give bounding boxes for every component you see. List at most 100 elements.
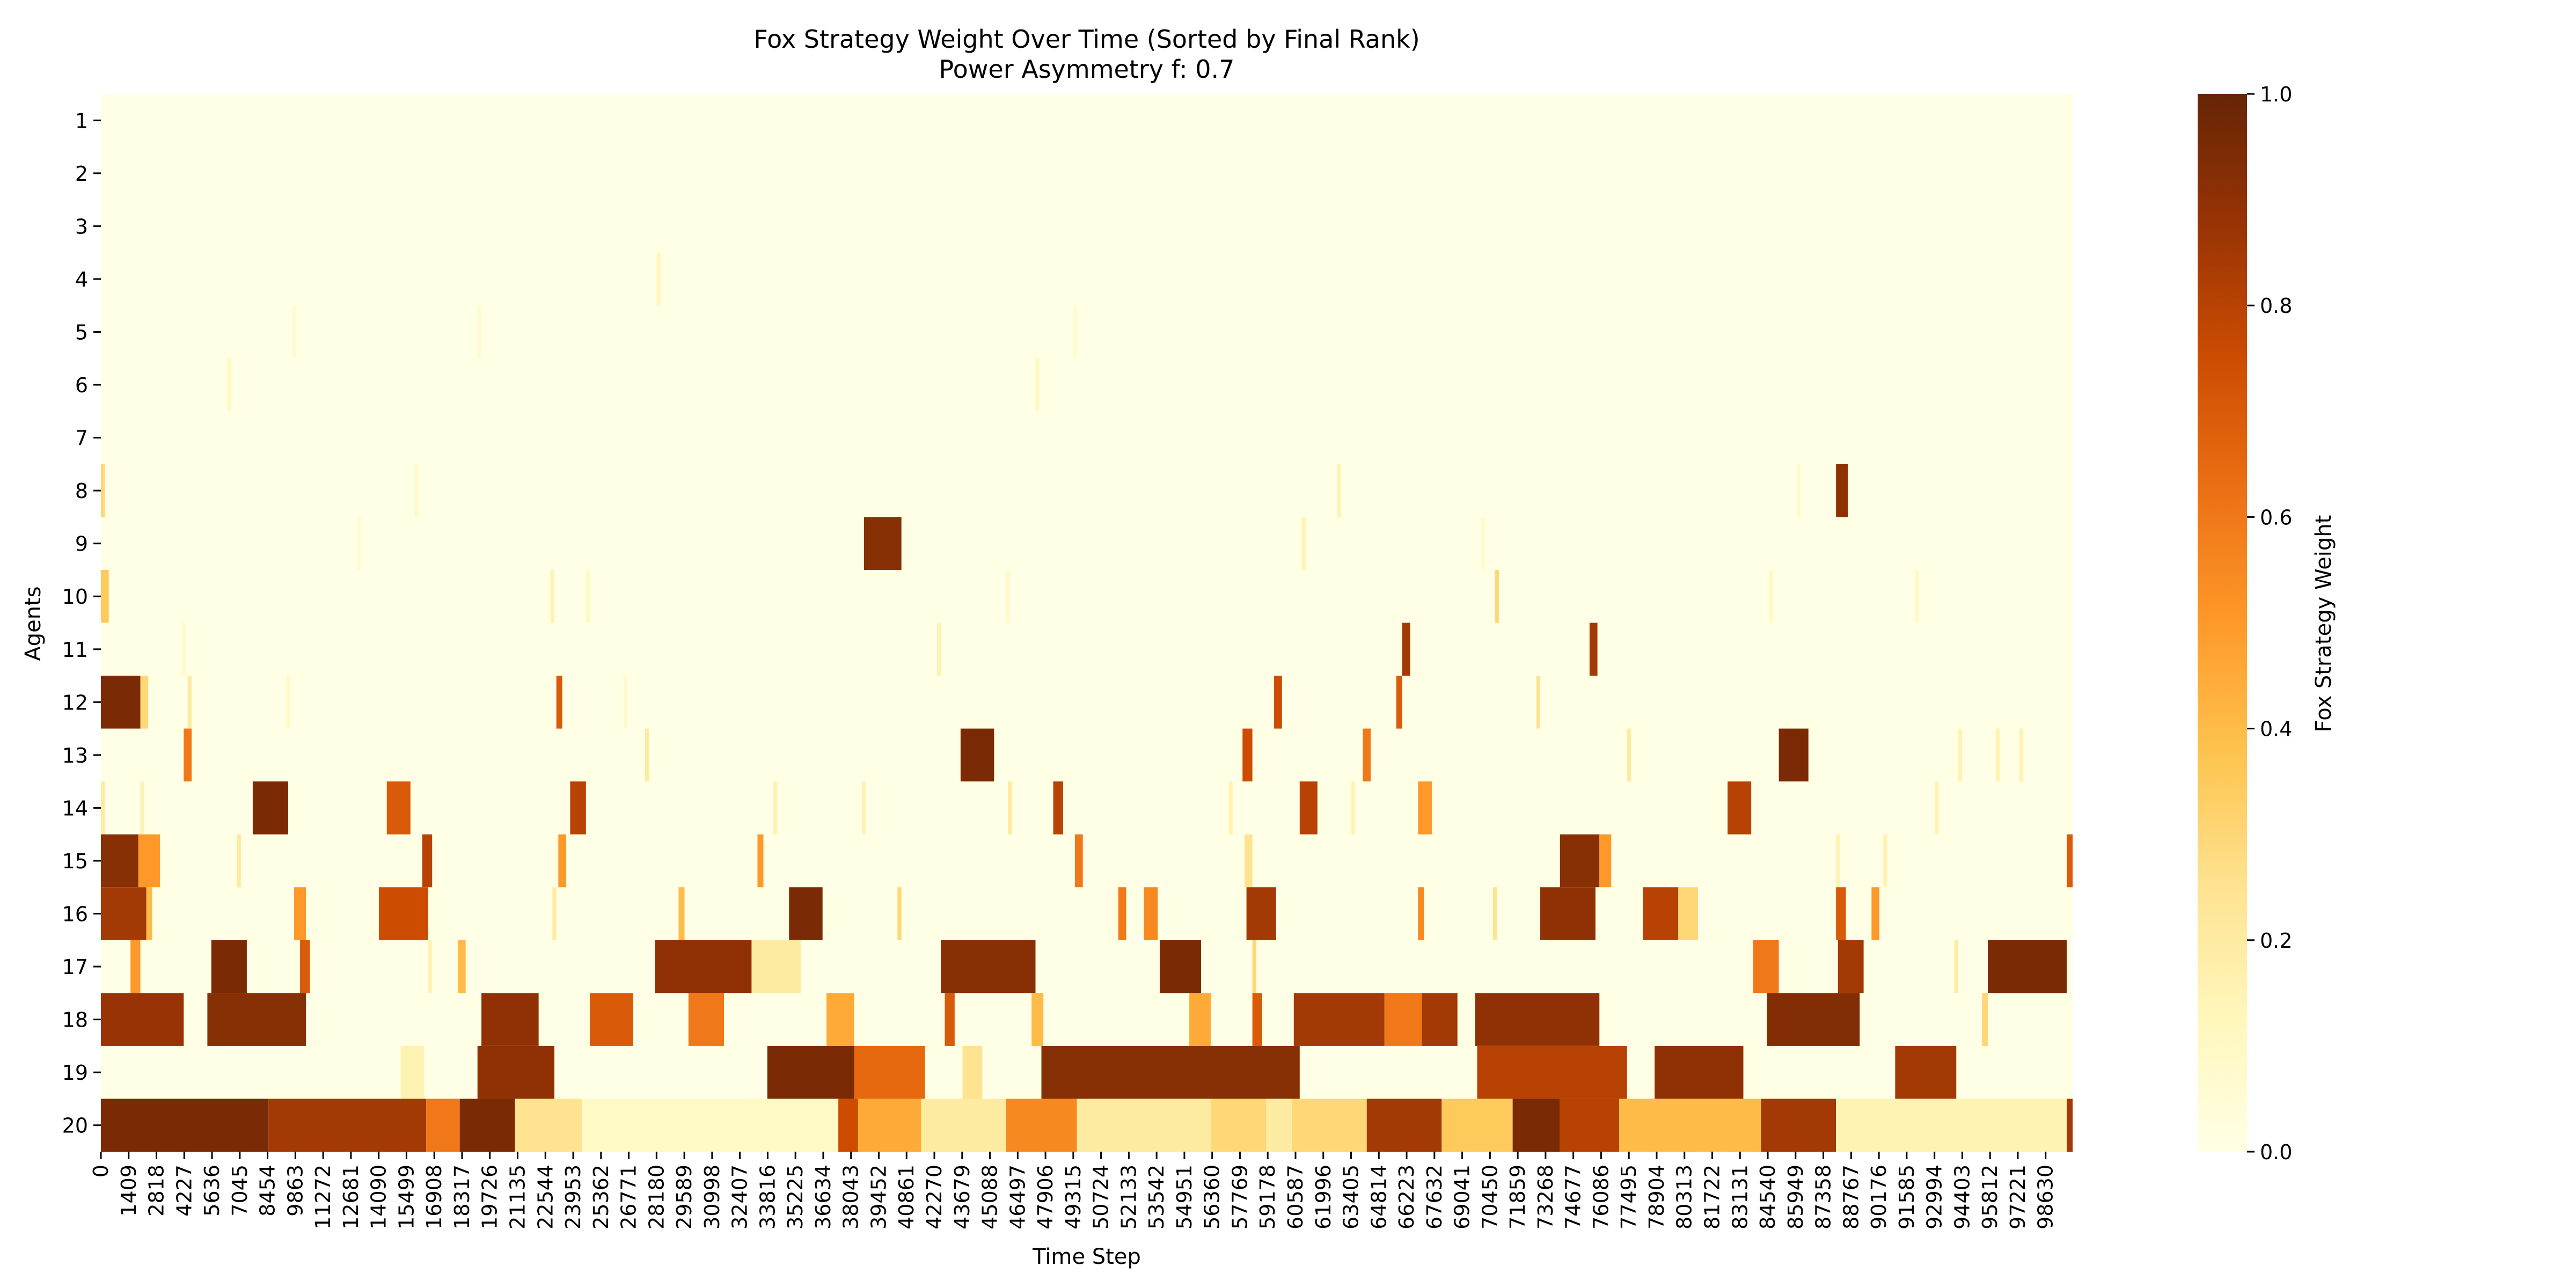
heatmap-cell: [140, 781, 144, 835]
heatmap-row-2: [101, 147, 2073, 200]
x-tick-label: 69041: [1451, 1165, 1474, 1230]
heatmap-cell: [101, 676, 141, 729]
y-tick-label: 14: [62, 796, 88, 820]
x-tick-label: 76086: [1589, 1165, 1613, 1230]
heatmap-cell: [481, 993, 539, 1046]
heatmap-cell: [645, 728, 649, 782]
x-tick-label: 14090: [367, 1165, 391, 1230]
heatmap-cell: [1073, 305, 1077, 359]
heatmap-cell: [1008, 781, 1012, 835]
x-tick-label: 73268: [1534, 1165, 1557, 1230]
heatmap-cell: [459, 1099, 515, 1152]
heatmap-cell: [1954, 940, 1958, 993]
heatmap-cell: [458, 940, 466, 993]
heatmap-cell: [1915, 569, 1919, 623]
heatmap-cell: [1266, 1099, 1292, 1152]
heatmap-row-13: [101, 728, 2073, 782]
heatmap-cell: [1655, 1045, 1744, 1099]
x-tick-label: 57769: [1228, 1165, 1252, 1230]
x-tick-label: 42270: [923, 1165, 946, 1230]
heatmap-cell: [1678, 887, 1698, 941]
x-tick-label: 74677: [1562, 1165, 1585, 1230]
x-tick-label: 94403: [1950, 1165, 1974, 1230]
heatmap-cell: [101, 887, 147, 941]
heatmap-cell: [286, 676, 290, 729]
x-tick-label: 2818: [145, 1165, 169, 1217]
y-tick-label: 17: [62, 955, 88, 979]
heatmap-cell: [477, 305, 482, 359]
heatmap-cell: [400, 1045, 425, 1099]
x-tick-label: 15499: [394, 1165, 418, 1230]
heatmap-cell: [292, 305, 296, 359]
colorbar-tick-label: 0.4: [2260, 718, 2292, 741]
heatmap-cell: [773, 781, 778, 835]
heatmap-cell: [655, 940, 752, 993]
colorbar-tick-label: 0.8: [2260, 294, 2292, 318]
heatmap-cell: [386, 781, 411, 835]
heatmap-cell: [1274, 676, 1282, 729]
heatmap-cell: [1366, 1099, 1442, 1152]
x-tick-label: 56360: [1201, 1165, 1224, 1230]
x-tick-label: 71859: [1506, 1165, 1529, 1230]
y-tick-label: 5: [75, 320, 88, 344]
x-tick-label: 84540: [1756, 1165, 1780, 1230]
heatmap-cell: [357, 517, 361, 570]
heatmap-row-14: [101, 781, 2073, 835]
x-tick-label: 61996: [1312, 1165, 1335, 1230]
heatmap-cell: [552, 887, 557, 941]
heatmap-cell: [854, 1045, 925, 1099]
heatmap-row-3: [101, 200, 2073, 253]
heatmap-row-20: [101, 1099, 2073, 1152]
heatmap-cell: [1299, 781, 1318, 835]
heatmap-row-background: [101, 358, 2073, 412]
y-tick-label: 12: [62, 691, 88, 714]
heatmap-cell: [1418, 887, 1424, 941]
heatmap-cell: [227, 358, 231, 412]
heatmap-cell: [936, 623, 941, 676]
heatmap-row-9: [101, 517, 2073, 570]
heatmap-cell: [1619, 1099, 1761, 1152]
heatmap-cell: [1934, 781, 1939, 835]
heatmap-row-background: [101, 94, 2073, 148]
heatmap-cell: [1836, 464, 1848, 517]
heatmap-row-18: [101, 993, 2073, 1046]
heatmap-cell: [1836, 887, 1846, 941]
heatmap-cell: [897, 887, 902, 941]
x-tick-label: 16908: [422, 1165, 446, 1230]
heatmap-plot-area: [101, 94, 2073, 1152]
x-tick-label: 29589: [672, 1165, 696, 1230]
x-tick-label: 85949: [1784, 1165, 1807, 1230]
colorbar-axis: 0.0 0.2 0.4 0.6 0.8 1.0: [2247, 83, 2292, 1164]
x-tick-label: 66223: [1395, 1165, 1418, 1230]
heatmap-cell: [1492, 887, 1497, 941]
heatmap-row-12: [101, 676, 2073, 729]
x-tick-label: 7045: [228, 1165, 252, 1217]
heatmap-row-background: [101, 305, 2073, 359]
x-tick-label: 9863: [283, 1165, 307, 1217]
heatmap-cell: [428, 940, 433, 993]
x-tick-label: 25362: [589, 1165, 613, 1230]
heatmap-row-8: [101, 464, 2073, 517]
heatmap-cell: [181, 623, 186, 676]
y-tick-label: 20: [62, 1114, 88, 1138]
heatmap-row-background: [101, 200, 2073, 253]
heatmap-row-background: [101, 676, 2073, 729]
heatmap-cell: [101, 569, 109, 623]
heatmap-cell: [1589, 623, 1598, 676]
heatmap-cell: [1244, 834, 1253, 888]
x-tick-label: 87358: [1812, 1165, 1835, 1230]
heatmap-cell: [678, 887, 685, 941]
heatmap-cell: [1159, 940, 1202, 993]
x-tick-label: 28180: [645, 1165, 668, 1230]
heatmap-cell: [863, 517, 902, 570]
heatmap-row-10: [101, 569, 2073, 623]
heatmap-cell: [1761, 1099, 1836, 1152]
heatmap-cell: [1988, 940, 2067, 993]
heatmap-cell: [1643, 887, 1679, 941]
heatmap-cell: [101, 1099, 269, 1152]
x-tick-label: 78904: [1645, 1165, 1668, 1230]
heatmap-cell: [1995, 728, 2000, 782]
heatmap-cell: [1495, 569, 1499, 623]
heatmap-cell: [962, 1045, 983, 1099]
